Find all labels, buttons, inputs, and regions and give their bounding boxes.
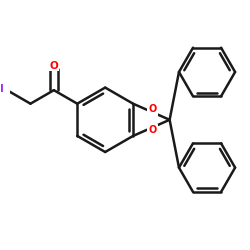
Text: I: I bbox=[0, 84, 4, 94]
Text: O: O bbox=[148, 125, 156, 135]
Text: O: O bbox=[50, 61, 58, 71]
Text: O: O bbox=[148, 104, 156, 114]
